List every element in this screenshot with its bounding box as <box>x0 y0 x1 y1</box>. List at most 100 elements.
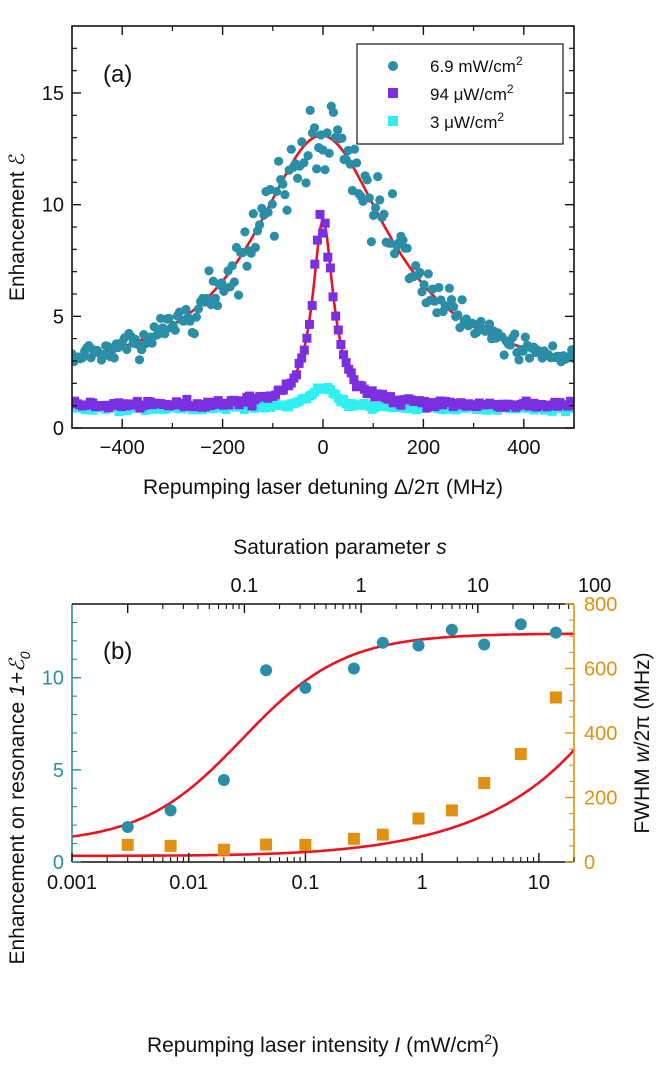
data-point-6.9mw <box>520 332 530 342</box>
data-point-94uw <box>315 209 325 219</box>
data-point-6.9mw <box>417 287 427 297</box>
legend-label-6.9mw: 6.9 mW/cm2 <box>430 54 523 76</box>
data-point-6.9mw <box>242 261 252 271</box>
data-point-enhancement <box>376 636 389 649</box>
data-point-6.9mw <box>134 355 145 365</box>
data-point-94uw <box>247 401 257 411</box>
panel-b-left-axis-title-sub: 0 <box>17 651 33 659</box>
data-point-94uw <box>179 402 189 412</box>
data-point-fwhm <box>299 838 312 851</box>
data-point-6.9mw <box>164 313 174 323</box>
data-point-6.9mw <box>415 267 425 278</box>
legend-label-3uw-sup: 2 <box>497 110 504 124</box>
data-point-94uw <box>422 403 432 413</box>
data-point-94uw <box>346 368 356 378</box>
data-point-94uw <box>349 375 359 385</box>
data-point-6.9mw <box>309 123 320 133</box>
data-point-94uw <box>294 358 304 368</box>
data-point-enhancement <box>260 664 273 677</box>
data-point-6.9mw <box>204 266 214 276</box>
data-point-94uw <box>278 385 288 395</box>
data-point-6.9mw <box>278 179 288 189</box>
panel-b-x-axis-title-var: I <box>394 1034 400 1057</box>
y-right-tick-label: 200 <box>584 788 617 810</box>
data-point-94uw <box>312 235 322 245</box>
legend-label-6.9mw-sup: 2 <box>516 54 523 68</box>
data-point-6.9mw <box>499 350 509 360</box>
data-point-6.9mw <box>212 301 223 311</box>
data-point-6.9mw <box>303 151 313 161</box>
panel-a-data-points <box>72 101 574 417</box>
y-tick-label: 10 <box>42 195 64 217</box>
panel-b-left-axis-title-var: 1+ℰ <box>6 657 29 696</box>
data-point-94uw <box>563 401 573 411</box>
data-point-94uw <box>286 378 296 388</box>
data-point-enhancement <box>164 804 177 817</box>
x-tick-label: 0.1 <box>292 872 320 894</box>
data-point-6.9mw <box>189 329 199 339</box>
data-point-6.9mw <box>193 304 204 314</box>
data-point-6.9mw <box>324 148 334 158</box>
legend-label-94uw-text: 94 μW/cm <box>430 85 507 104</box>
data-point-6.9mw <box>147 338 157 348</box>
data-point-6.9mw <box>349 144 360 154</box>
data-point-94uw <box>245 391 254 401</box>
data-point-6.9mw <box>286 144 296 154</box>
data-point-6.9mw <box>366 237 376 247</box>
panel-b-data-points <box>121 618 562 856</box>
data-point-94uw <box>320 218 330 228</box>
data-point-6.9mw <box>255 220 265 230</box>
data-point-94uw <box>333 325 343 335</box>
data-point-94uw <box>302 333 312 343</box>
data-point-6.9mw <box>411 261 421 271</box>
data-point-94uw <box>328 292 338 302</box>
data-point-6.9mw <box>402 243 412 253</box>
panel-b-right-axis-title-rest: /2π (MHz) <box>631 652 654 747</box>
data-point-94uw <box>386 392 395 402</box>
data-point-6.9mw <box>434 282 444 293</box>
data-point-94uw <box>292 370 301 380</box>
panel-b-ticks: 0.001 0.01 0.1 1 100.1 1 10 1000510020040060080… <box>42 575 618 894</box>
panel-b-label: (b) <box>103 638 132 665</box>
data-point-fwhm <box>549 691 562 704</box>
data-point-6.9mw <box>320 165 330 175</box>
panel-b-right-axis-title: FWHM w/2π (MHz) <box>631 652 654 833</box>
data-point-fwhm <box>260 838 273 851</box>
data-point-6.9mw <box>505 340 516 350</box>
legend-label-3uw: 3 μW/cm2 <box>430 110 504 132</box>
data-point-fwhm <box>217 843 230 856</box>
data-point-94uw <box>239 397 249 407</box>
legend-marker-94uw <box>388 88 398 98</box>
data-point-6.9mw <box>250 242 260 253</box>
data-point-6.9mw <box>444 283 454 293</box>
data-point-6.9mw <box>446 295 457 305</box>
data-point-6.9mw <box>368 210 379 220</box>
data-point-6.9mw <box>333 125 343 135</box>
y-left-tick-label: 10 <box>42 668 64 690</box>
panel-b-right-axis-title-text: FWHM <box>631 763 654 834</box>
panel-b-left-axis-title: Enhancement on resonance 1+ℰ0 <box>6 651 33 964</box>
data-point-6.9mw <box>240 227 250 237</box>
data-point-6.9mw <box>510 329 520 339</box>
y-left-tick-label: 5 <box>53 760 64 782</box>
data-point-enhancement <box>121 821 134 833</box>
panel-b-fit-curves <box>72 632 574 858</box>
panel-a-x-axis-title: Repumping laser detuning Δ/2π (MHz) <box>143 476 503 499</box>
data-point-94uw <box>396 400 406 410</box>
x-tick-label: 0.01 <box>169 872 208 894</box>
data-point-94uw <box>299 345 309 355</box>
data-point-6.9mw <box>379 209 389 219</box>
legend-label-94uw-sup: 2 <box>507 82 514 96</box>
top-x-tick-label: 100 <box>578 575 611 597</box>
data-point-6.9mw <box>362 175 372 185</box>
panel-b-top-axis-title-text: Saturation parameter <box>233 536 436 559</box>
data-point-6.9mw <box>271 186 282 197</box>
y-tick-label: 5 <box>53 306 64 328</box>
top-x-tick-label: 10 <box>467 575 489 597</box>
fit-curve-1 <box>72 218 574 407</box>
data-point-6.9mw <box>419 280 429 290</box>
x-tick-label: 0 <box>317 437 328 459</box>
panel-b-x-axis-title-unit: (mW/cm <box>400 1034 484 1057</box>
data-point-94uw <box>367 386 377 396</box>
data-point-6.9mw <box>375 195 385 205</box>
